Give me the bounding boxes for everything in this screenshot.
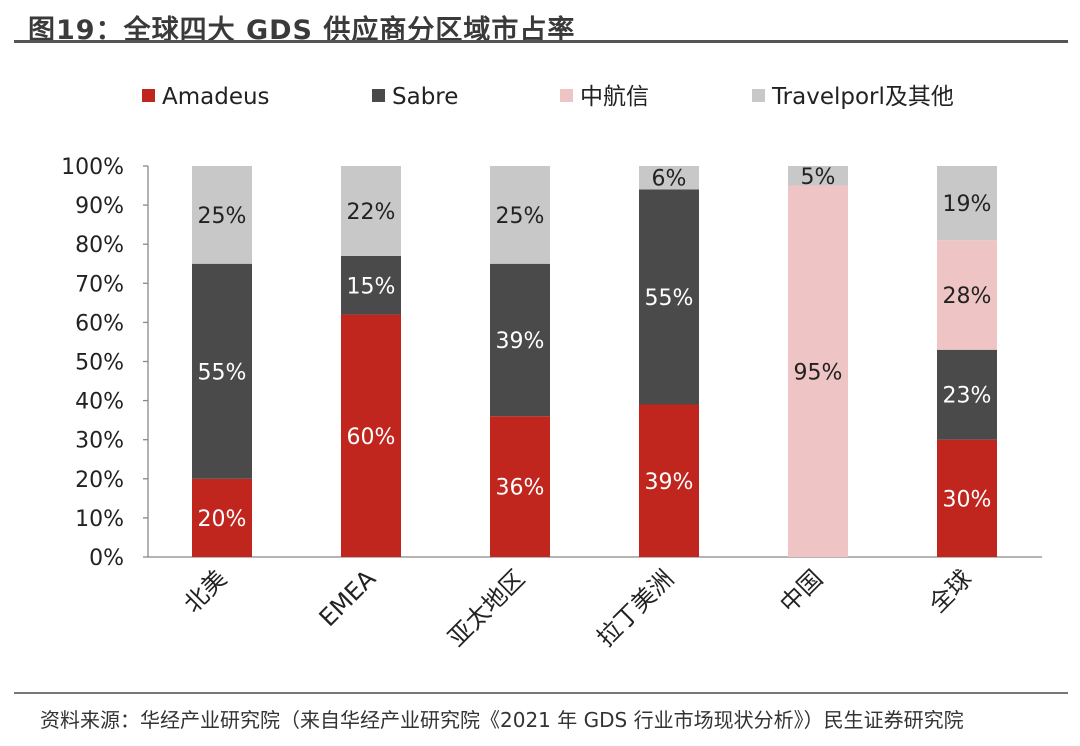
data-label: 36%	[496, 476, 545, 501]
bar-segment	[788, 185, 848, 558]
y-tick-label: 30%	[75, 429, 124, 454]
legend-label-1: Amadeus	[162, 84, 270, 110]
data-label: 15%	[347, 274, 396, 299]
legend-label-2: Sabre	[392, 84, 458, 110]
y-tick-label: 0%	[89, 546, 124, 571]
bar-segment	[937, 349, 997, 440]
data-label: 39%	[645, 470, 694, 495]
y-tick-label: 40%	[75, 390, 124, 415]
bar-segment	[192, 478, 252, 557]
data-label: 95%	[794, 360, 843, 385]
x-tick-label: 中国	[775, 564, 829, 618]
data-label: 39%	[496, 329, 545, 354]
bar-segment	[192, 263, 252, 479]
bar-segment	[937, 439, 997, 557]
data-label: 25%	[198, 204, 247, 229]
bar-segment	[937, 240, 997, 350]
stacked-bar-chart: Amadeus Sabre 中航信 Travelporl及其他 0% 10% 20% 30% 4…	[61, 84, 1042, 652]
bar-segment	[341, 314, 401, 557]
data-label: 25%	[496, 204, 545, 229]
bar-segment	[490, 166, 550, 264]
data-label: 30%	[943, 487, 992, 512]
data-label: 6%	[652, 167, 687, 192]
x-tick-label: 北美	[179, 564, 233, 618]
data-label: 22%	[347, 200, 396, 225]
source-divider	[14, 692, 1068, 694]
y-tick-label: 20%	[75, 468, 124, 493]
data-label: 20%	[198, 507, 247, 532]
legend-swatch-3	[560, 89, 573, 102]
title-divider	[14, 40, 1068, 43]
bar-segment	[639, 189, 699, 405]
bar-segment	[788, 166, 848, 186]
y-tick-label: 50%	[75, 351, 124, 376]
y-tick-label: 100%	[61, 155, 124, 180]
bar-segment	[639, 404, 699, 557]
source-note: 资料来源：华经产业研究院（来自华经产业研究院《2021 年 GDS 行业市场现状…	[40, 708, 964, 732]
y-tick-label: 60%	[75, 311, 124, 336]
data-label: 5%	[801, 165, 836, 190]
bar-segment	[341, 255, 401, 315]
legend-label-4: Travelporl及其他	[771, 84, 954, 110]
y-tick-label: 10%	[75, 507, 124, 532]
data-label: 28%	[943, 284, 992, 309]
data-label: 19%	[943, 192, 992, 217]
legend-swatch-4	[752, 89, 765, 102]
bar-segment	[639, 166, 699, 190]
x-tick-label: EMEA	[314, 564, 382, 632]
x-tick-label: 亚太地区	[443, 564, 531, 652]
legend-swatch-2	[372, 89, 385, 102]
y-tick-label: 70%	[75, 272, 124, 297]
bar-segment	[490, 263, 550, 417]
y-tick-label: 80%	[75, 233, 124, 258]
data-label: 55%	[198, 360, 247, 385]
data-label: 23%	[943, 384, 992, 409]
bar-segment	[937, 166, 997, 241]
bar-segment	[341, 166, 401, 256]
y-tick-label: 90%	[75, 194, 124, 219]
bar-segment	[192, 166, 252, 264]
legend-swatch-1	[142, 89, 155, 102]
data-label: 60%	[347, 425, 396, 450]
x-tick-label: 全球	[924, 564, 978, 618]
legend-label-3: 中航信	[580, 84, 649, 110]
data-label: 55%	[645, 286, 694, 311]
x-tick-label: 拉丁美洲	[592, 564, 680, 652]
bar-segment	[490, 416, 550, 557]
